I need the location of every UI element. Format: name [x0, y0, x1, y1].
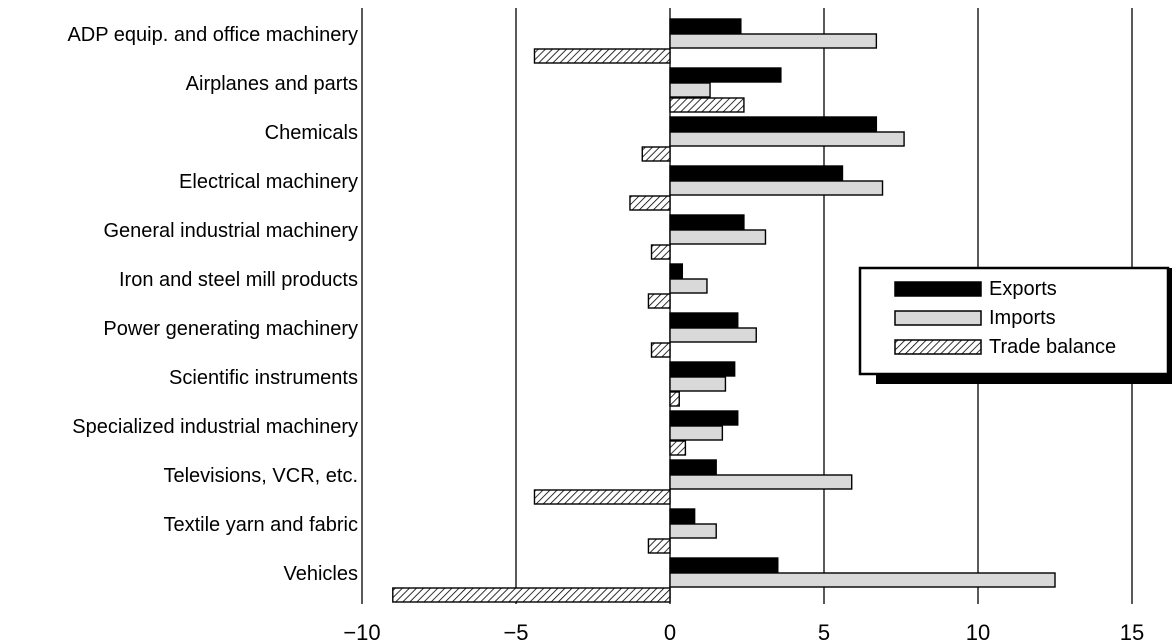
bar-exports: [669, 410, 739, 426]
x-tick-label: 5: [818, 620, 830, 644]
legend-label: Imports: [989, 307, 1056, 329]
category-label: Power generating machinery: [103, 318, 358, 340]
bar-imports: [669, 229, 767, 245]
bar-trade-balance: [669, 391, 680, 407]
category-label: Vehicles: [284, 563, 359, 585]
category-label: Electrical machinery: [179, 171, 358, 193]
bar-exports: [669, 67, 782, 83]
category-label: Televisions, VCR, etc.: [163, 465, 358, 487]
bar-imports: [669, 131, 905, 147]
x-axis-ticks: −10 −5 0 5 10 15: [343, 620, 1144, 644]
category-label: General industrial machinery: [103, 220, 358, 242]
category-label: Textile yarn and fabric: [163, 514, 358, 536]
category-label: Specialized industrial machinery: [72, 416, 358, 438]
legend: Exports Imports Trade balance: [858, 266, 1172, 384]
bar-trade-balance: [392, 587, 671, 603]
bar-imports: [669, 82, 711, 98]
bar-exports: [669, 165, 844, 181]
bar-trade-balance: [641, 146, 671, 162]
x-tick-label: −10: [343, 620, 380, 644]
category-label: Scientific instruments: [169, 367, 358, 389]
x-tick-label: 10: [966, 620, 990, 644]
bar-imports: [669, 327, 757, 343]
legend-swatch-imports: [894, 310, 982, 326]
bar-exports: [669, 214, 745, 230]
bar-exports: [669, 116, 878, 132]
legend-swatch-exports: [894, 281, 982, 297]
category-label: Chemicals: [265, 122, 358, 144]
bars: [392, 18, 1056, 603]
legend-label: Exports: [989, 278, 1057, 300]
bar-exports: [669, 312, 739, 328]
bar-imports: [669, 474, 853, 490]
bar-trade-balance: [629, 195, 671, 211]
bar-trade-balance: [533, 489, 671, 505]
category-label: ADP equip. and office machinery: [67, 24, 358, 46]
bar-trade-balance: [647, 293, 671, 309]
x-tick-label: 15: [1120, 620, 1144, 644]
bar-trade-balance: [650, 342, 671, 358]
bar-exports: [669, 18, 742, 34]
bar-imports: [669, 425, 724, 441]
bar-imports: [669, 376, 727, 392]
category-labels: ADP equip. and office machinery Airplanes…: [67, 24, 358, 585]
x-tick-label: −5: [503, 620, 528, 644]
legend-swatch-trade-balance: [894, 339, 982, 355]
bar-exports: [669, 263, 684, 279]
bar-imports: [669, 33, 878, 49]
x-tick-label: 0: [664, 620, 676, 644]
bar-exports: [669, 557, 779, 573]
bar-trade-balance: [669, 97, 745, 113]
legend-label: Trade balance: [989, 336, 1116, 358]
bar-imports: [669, 278, 708, 294]
bar-trade-balance: [533, 48, 671, 64]
bar-trade-balance: [650, 244, 671, 260]
bar-trade-balance: [669, 440, 687, 456]
bar-imports: [669, 180, 884, 196]
category-label: Airplanes and parts: [186, 73, 358, 95]
bar-exports: [669, 508, 696, 524]
bar-exports: [669, 361, 736, 377]
bar-trade-balance: [647, 538, 671, 554]
bar-imports: [669, 572, 1056, 588]
bar-exports: [669, 459, 717, 475]
bar-imports: [669, 523, 717, 539]
category-label: Iron and steel mill products: [119, 269, 358, 291]
